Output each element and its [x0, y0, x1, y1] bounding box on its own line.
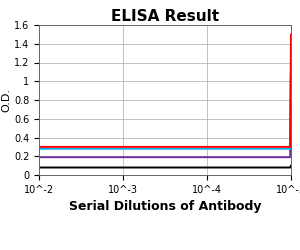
Title: ELISA Result: ELISA Result: [111, 9, 219, 24]
X-axis label: Serial Dilutions of Antibody: Serial Dilutions of Antibody: [69, 200, 261, 213]
Y-axis label: O.D.: O.D.: [1, 88, 11, 112]
